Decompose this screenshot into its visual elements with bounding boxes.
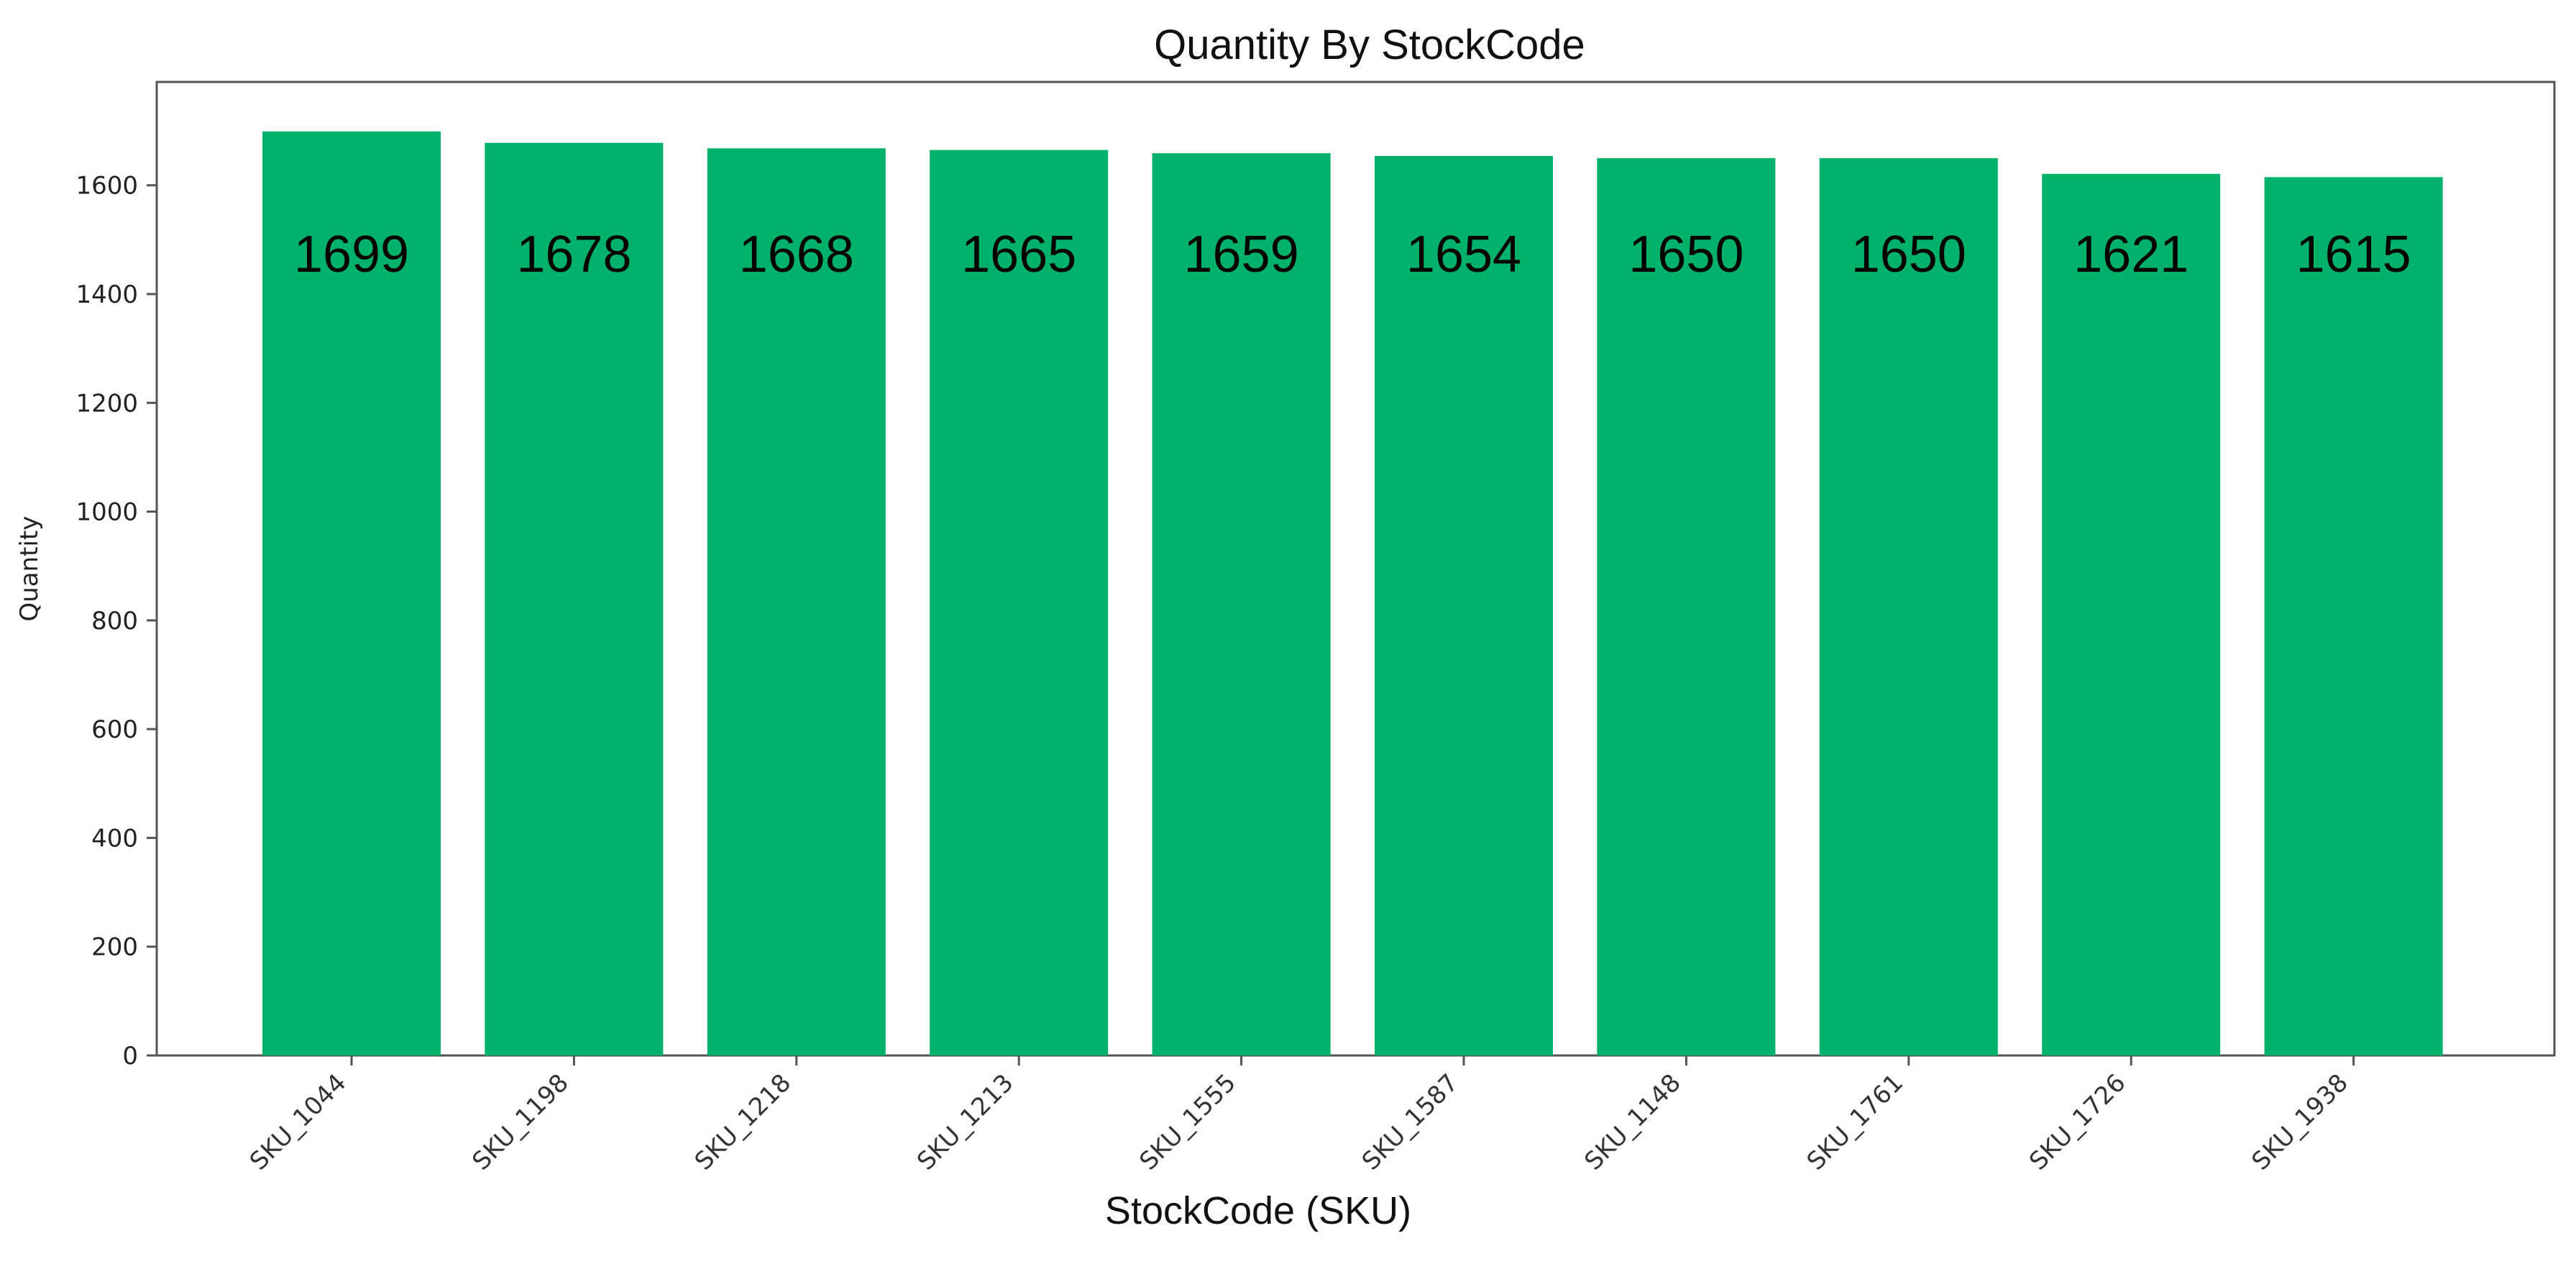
bar [2042, 173, 2221, 1055]
data-labels-group: 1699 1678 1668 1665 1659 1654 1650 1650 1621 1615 [294, 226, 2411, 283]
bar [485, 142, 664, 1056]
y-tick-label: 1400 [75, 280, 138, 309]
bar-value-label: 1699 [294, 226, 409, 283]
bar [2264, 177, 2443, 1055]
y-tick-label: 1600 [75, 172, 138, 201]
bar-value-label: 1678 [516, 226, 631, 283]
bar [707, 148, 886, 1055]
y-tick-label: 0 [122, 1042, 138, 1071]
bar-value-label: 1650 [1628, 226, 1743, 283]
bar-value-label: 1615 [2296, 226, 2411, 283]
x-axis-label: StockCode (SKU) [1105, 1189, 1411, 1232]
bar-value-label: 1654 [1406, 226, 1521, 283]
bar-value-label: 1621 [2073, 226, 2188, 283]
y-tick-label: 800 [91, 607, 138, 636]
plot-area-frame [155, 81, 2556, 1057]
y-tick-label: 200 [91, 933, 138, 962]
bar-value-label: 1650 [1851, 226, 1966, 283]
y-tick-label: 600 [91, 715, 138, 744]
bar [262, 131, 441, 1055]
bar-value-label: 1668 [739, 226, 854, 283]
bar-value-label: 1665 [961, 226, 1076, 283]
bar-value-label: 1659 [1184, 226, 1299, 283]
bars-group [262, 131, 2443, 1056]
bar [1597, 157, 1776, 1055]
y-axis-ticks: 0 200 400 600 800 1000 1200 1400 1600 [75, 172, 157, 1071]
y-axis-label: Quantity [15, 516, 44, 622]
bar [1152, 153, 1331, 1056]
bar [1375, 155, 1553, 1055]
bar [930, 150, 1109, 1056]
y-tick-label: 1000 [75, 498, 138, 527]
chart-title: Quantity By StockCode [1154, 22, 1585, 68]
bar [1819, 157, 1998, 1055]
y-tick-label: 1200 [75, 389, 138, 418]
y-tick-label: 400 [91, 824, 138, 853]
